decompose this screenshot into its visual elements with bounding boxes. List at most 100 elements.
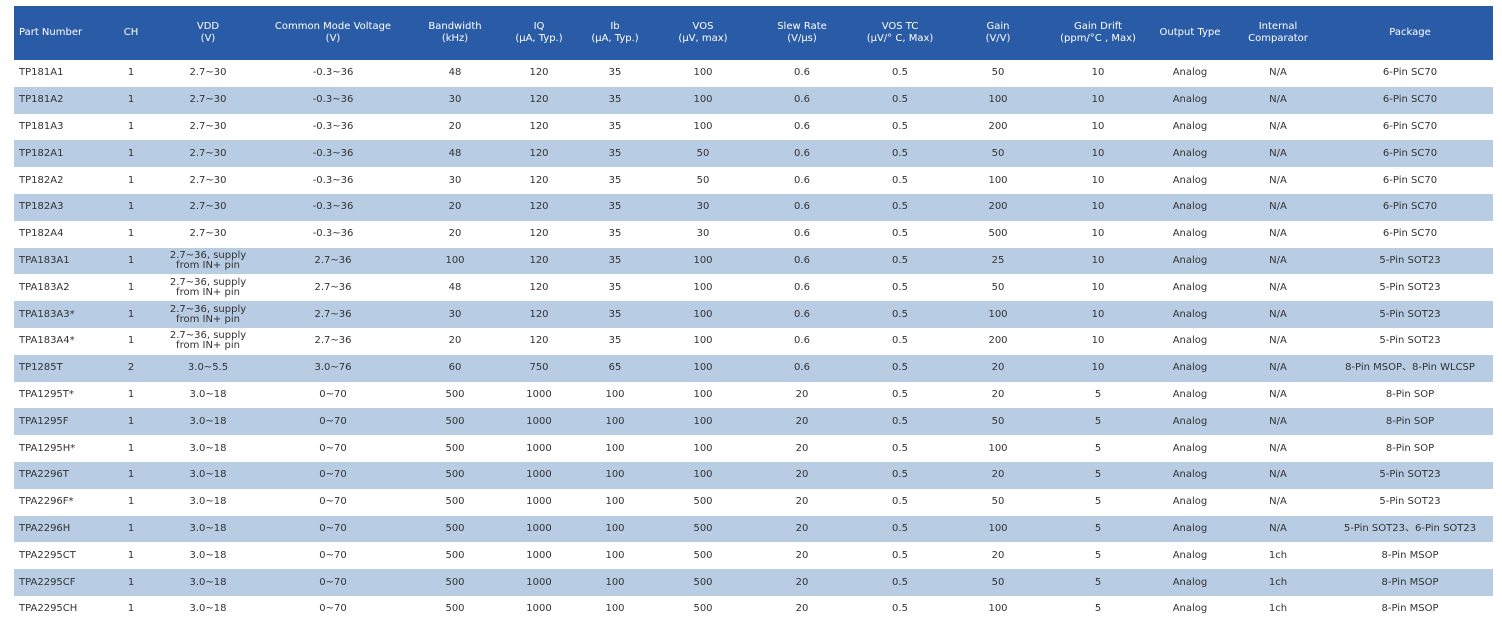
table-cell: 2.7~36 <box>255 328 411 355</box>
cell-text: 1 <box>127 549 135 561</box>
table-cell: -0.3~36 <box>255 114 411 141</box>
header-cell: Common Mode Voltage (V) <box>255 6 411 60</box>
table-cell: 0.5 <box>849 247 951 275</box>
cell-text: 25 <box>991 254 1005 266</box>
cell-text: 60 <box>448 362 462 374</box>
table-cell: 50 <box>951 140 1045 168</box>
cell-text: 20 <box>448 228 462 240</box>
table-cell: 20 <box>755 569 849 596</box>
table-cell: 20 <box>755 382 849 409</box>
table-cell: 0.6 <box>755 221 849 248</box>
cell-text: 1000 <box>526 549 552 561</box>
cell-text: 120 <box>529 254 549 266</box>
cell-text: 35 <box>608 120 622 132</box>
table-cell: 500 <box>651 515 755 543</box>
header-cell: Part Number <box>14 6 101 60</box>
table-cell: 500 <box>411 489 499 516</box>
cell-text: TP182A4 <box>19 228 64 240</box>
cell-text: 0.5 <box>892 496 908 508</box>
cell-text: TPA1295H* <box>19 442 76 454</box>
cell-text: 30 <box>448 308 462 320</box>
table-cell: N/A <box>1229 193 1327 221</box>
cell-text: 100 <box>445 254 465 266</box>
table-cell: 0.6 <box>755 301 849 328</box>
cell-text: 3.0~18 <box>189 415 227 427</box>
table-cell: 8-Pin MSOP <box>1327 542 1493 569</box>
table-cell: 100 <box>579 542 651 569</box>
table-cell: 1 <box>101 114 161 141</box>
cell-text: 0.5 <box>892 120 908 132</box>
cell-text: 20 <box>448 120 462 132</box>
table-cell: 20 <box>411 328 499 355</box>
header-text: CH <box>123 27 139 38</box>
cell-text: TPA2295CH <box>19 603 78 615</box>
cell-text: 20 <box>795 603 809 615</box>
table-cell: N/A <box>1229 354 1327 382</box>
table-cell: N/A <box>1229 435 1327 462</box>
table-cell: 10 <box>1045 167 1151 194</box>
table-cell: N/A <box>1229 489 1327 516</box>
cell-text: 2.7~36 <box>314 254 352 266</box>
table-cell: 100 <box>651 274 755 301</box>
table-cell: Analog <box>1151 354 1229 382</box>
cell-text: TP1285T <box>19 362 63 374</box>
table-cell: TP181A1 <box>14 60 101 87</box>
cell-text: 0~70 <box>319 469 347 481</box>
table-cell: 1 <box>101 247 161 275</box>
cell-text: 50 <box>696 174 710 186</box>
table-cell: Analog <box>1151 328 1229 355</box>
cell-text: 1000 <box>526 496 552 508</box>
cell-text: 0~70 <box>319 442 347 454</box>
table-cell: 100 <box>951 301 1045 328</box>
header-cell: VOS (μV, max) <box>651 6 755 60</box>
cell-text: 6-Pin SC70 <box>1382 201 1438 213</box>
table-cell: 2.7~30 <box>161 140 255 168</box>
table-cell: Analog <box>1151 408 1229 436</box>
table-body: TP181A1 1 2.7~30 -0.3~36 48 120 35 100 0.6 0.5 50 1… <box>14 60 1493 623</box>
table-cell: 20 <box>755 408 849 436</box>
table-cell: 8-Pin MSOP、8-Pin WLCSP <box>1327 354 1493 382</box>
table-cell: 35 <box>579 328 651 355</box>
table-cell: 35 <box>579 167 651 194</box>
cell-text: Analog <box>1172 496 1208 508</box>
table-cell: 1ch <box>1229 542 1327 569</box>
cell-text: N/A <box>1269 147 1287 159</box>
table-cell: 100 <box>651 408 755 436</box>
cell-text: 30 <box>696 228 710 240</box>
table-cell: 100 <box>951 435 1045 462</box>
table-cell: 1000 <box>499 461 579 489</box>
table-cell: 10 <box>1045 301 1151 328</box>
cell-text: 0.6 <box>794 67 810 79</box>
table-cell: TPA183A4* <box>14 328 101 355</box>
cell-text: 8-Pin MSOP、8-Pin WLCSP <box>1345 362 1475 374</box>
cell-text: -0.3~36 <box>312 94 354 106</box>
table-cell: 10 <box>1045 328 1151 355</box>
cell-text: 50 <box>696 147 710 159</box>
table-cell: 0.6 <box>755 167 849 194</box>
table-cell: 65 <box>579 354 651 382</box>
cell-text: Analog <box>1172 281 1208 293</box>
table-row: TPA1295F 1 3.0~18 0~70 500 1000 100 100 20 0.5 50 5… <box>14 408 1493 436</box>
cell-text: TP182A1 <box>19 147 64 159</box>
table-cell: TPA2296H <box>14 515 101 543</box>
cell-text: 120 <box>529 308 549 320</box>
table-cell: 20 <box>755 515 849 543</box>
cell-text: 1 <box>127 67 135 79</box>
cell-text: 0~70 <box>319 603 347 615</box>
table-cell: 100 <box>579 382 651 409</box>
table-cell: -0.3~36 <box>255 193 411 221</box>
header-text: VOS <box>692 21 714 32</box>
cell-text: 8-Pin MSOP <box>1381 603 1439 615</box>
table-cell: 0~70 <box>255 489 411 516</box>
table-cell: 0~70 <box>255 408 411 436</box>
cell-text: 0.5 <box>892 94 908 106</box>
table-cell: 100 <box>951 515 1045 543</box>
table-cell: 20 <box>951 461 1045 489</box>
cell-text: 100 <box>988 522 1008 534</box>
header-text: Output Type <box>1159 27 1221 38</box>
cell-text: 3.0~18 <box>189 388 227 400</box>
cell-text: 35 <box>608 281 622 293</box>
cell-text: 8-Pin SOP <box>1385 388 1435 400</box>
cell-text: 5-Pin SOT23 <box>1379 308 1441 320</box>
